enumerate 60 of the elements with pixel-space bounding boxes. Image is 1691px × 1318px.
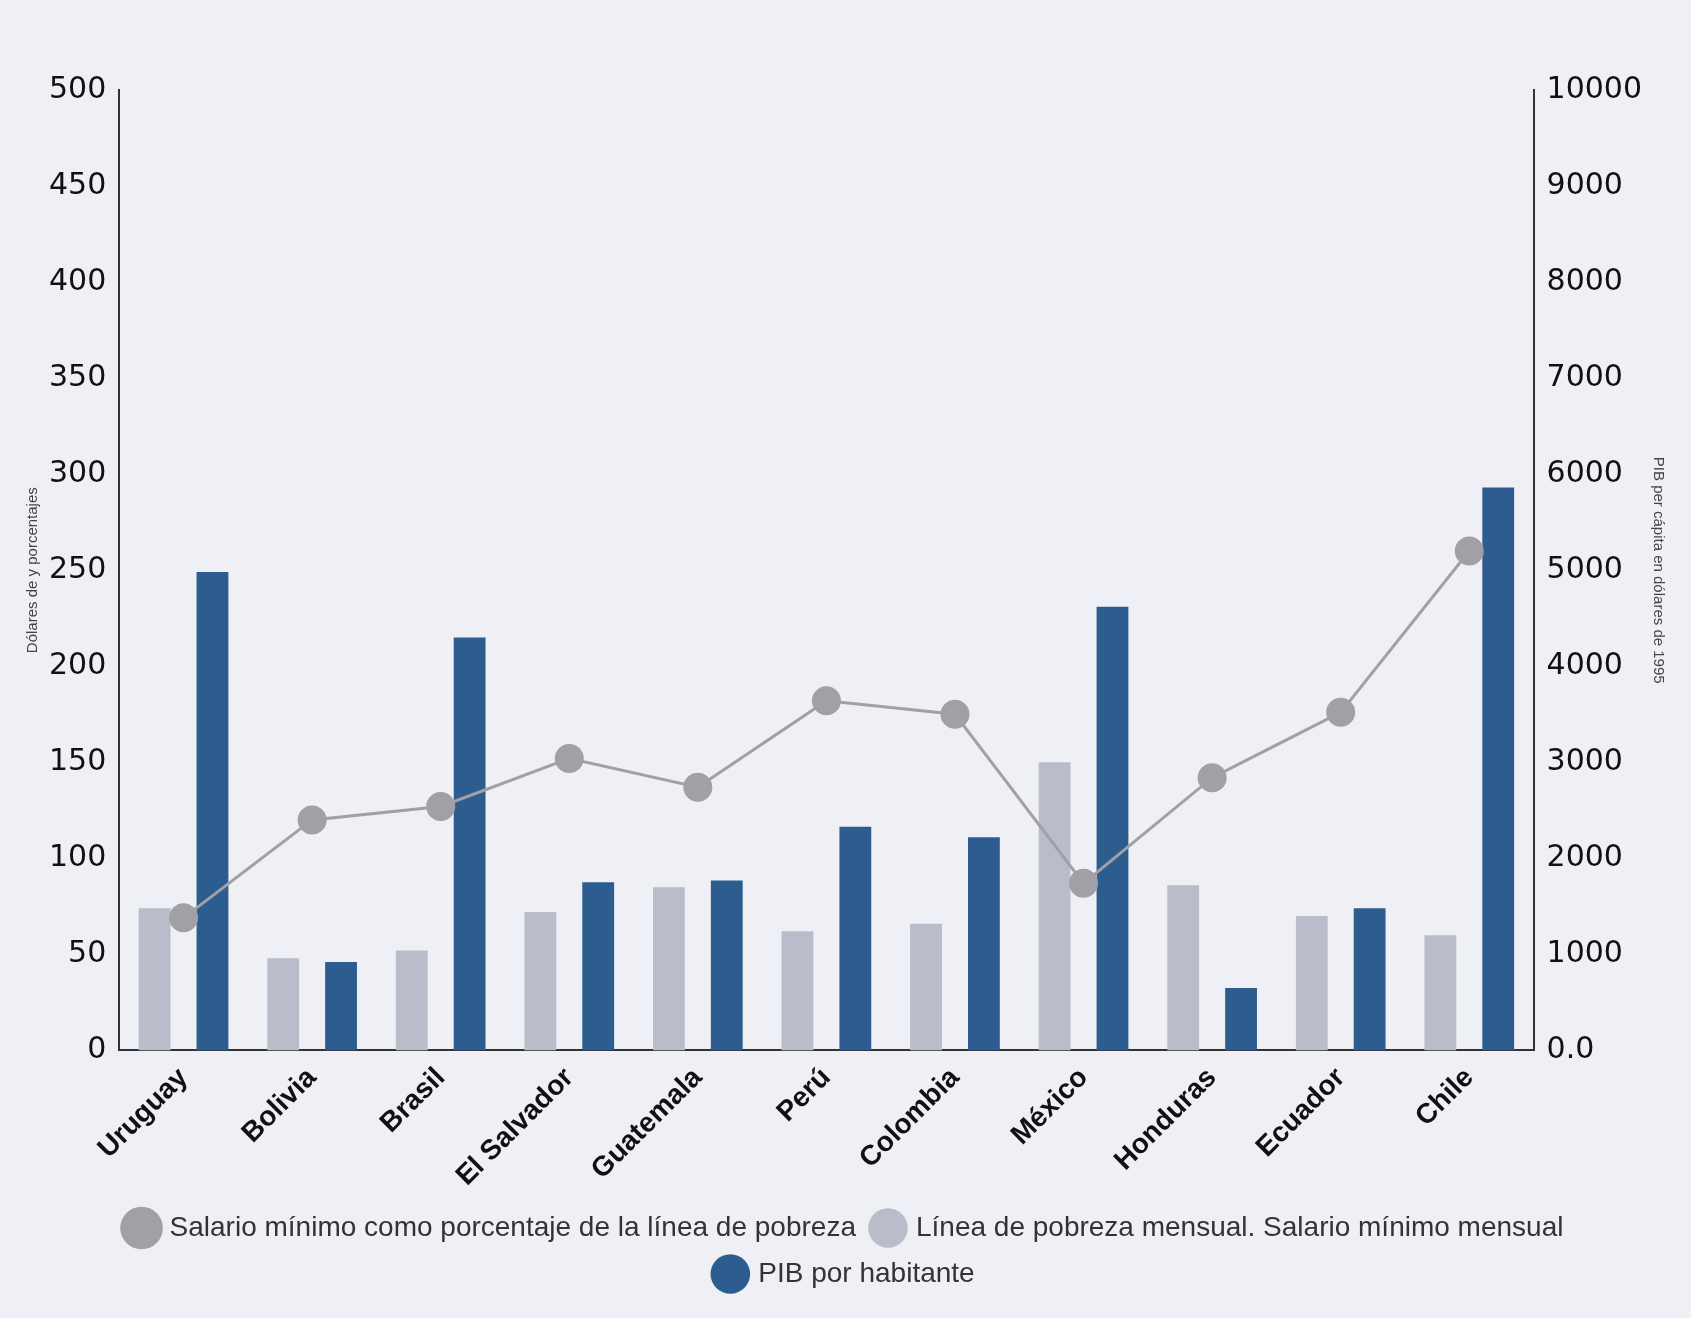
- bar: [653, 887, 685, 1051]
- bar: [138, 908, 171, 1051]
- y2-tick-label: 5000: [1546, 550, 1623, 585]
- bar: [325, 962, 357, 1051]
- bar: [839, 826, 872, 1051]
- bar: [1038, 762, 1071, 1051]
- y-tick-label: 300: [49, 453, 107, 489]
- bar: [1167, 885, 1200, 1051]
- y2-tick-label: 2000: [1546, 838, 1623, 874]
- point: [554, 743, 584, 773]
- y-tick-label: 100: [49, 838, 107, 874]
- point: [940, 699, 970, 729]
- point: [297, 805, 327, 835]
- y2-axis-title: PIB per cápita en dólares de 1995: [1650, 456, 1668, 684]
- bar: [1096, 606, 1129, 1051]
- y2-tick-label: 6000: [1546, 453, 1623, 489]
- bar: [1295, 915, 1328, 1051]
- bar: [267, 958, 300, 1051]
- bar: [710, 880, 743, 1051]
- bar: [395, 950, 428, 1051]
- y-tick-label: 0: [87, 1030, 107, 1066]
- bar: [453, 637, 486, 1051]
- y-tick-label: 350: [49, 357, 107, 393]
- y-tick-label: 50: [68, 934, 107, 970]
- bar: [910, 923, 942, 1051]
- bar: [1353, 908, 1386, 1051]
- legend-label: Salario mínimo como porcentaje de la línea de pobreza: [169, 1210, 857, 1242]
- point: [1069, 868, 1099, 898]
- bar: [781, 931, 814, 1051]
- y2-tick-label: 3000: [1546, 742, 1623, 778]
- y-tick-label: 250: [49, 550, 107, 585]
- point: [426, 791, 456, 821]
- bar: [1225, 987, 1257, 1051]
- bar: [1482, 487, 1515, 1051]
- bar: [968, 837, 1000, 1051]
- legend-label: Línea de pobreza mensual. Salario mínimo mensual: [915, 1210, 1564, 1242]
- y-tick-label: 200: [49, 646, 107, 682]
- y-tick-label: 400: [49, 261, 107, 297]
- bar: [582, 882, 615, 1051]
- y2-tick-label: 10000: [1546, 69, 1642, 105]
- y-tick-label: 150: [49, 742, 107, 778]
- bar: [524, 912, 557, 1051]
- y-tick-label: 500: [49, 69, 107, 105]
- y2-tick-label: 7000: [1546, 357, 1623, 393]
- point: [1197, 763, 1227, 793]
- y2-tick-label: 9000: [1546, 165, 1623, 201]
- point: [683, 772, 713, 802]
- y2-tick-label: 1000: [1546, 934, 1623, 970]
- y-tick-label: 450: [49, 165, 107, 201]
- point: [1326, 697, 1356, 727]
- y-axis-title: Dólares de y porcentajes: [23, 487, 41, 654]
- bar: [1424, 935, 1457, 1051]
- point: [811, 686, 841, 716]
- legend-label: PIB por habitante: [758, 1256, 975, 1288]
- y2-tick-label: 8000: [1546, 261, 1623, 297]
- point: [169, 903, 199, 933]
- point: [1454, 536, 1484, 566]
- bar: [196, 572, 229, 1051]
- y2-tick-label: 4000: [1546, 646, 1623, 682]
- y2-tick-label: 0.0: [1546, 1030, 1595, 1066]
